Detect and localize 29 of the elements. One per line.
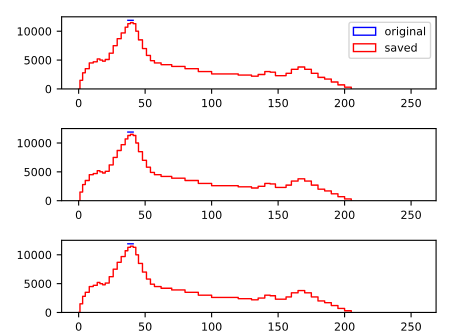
x-tick-label: 50 bbox=[138, 98, 152, 108]
x-tick-label: 200 bbox=[334, 210, 354, 220]
x-tick-label: 200 bbox=[334, 98, 354, 108]
x-tick-label: 50 bbox=[138, 210, 152, 220]
legend-label: saved bbox=[385, 43, 417, 52]
y-tick-label: 10000 bbox=[18, 138, 52, 148]
y-tick-label: 0 bbox=[46, 308, 52, 317]
legend-label: original bbox=[385, 26, 426, 38]
x-tick-label: 150 bbox=[268, 98, 288, 108]
x-tick-label: 250 bbox=[401, 322, 421, 331]
x-tick-label: 0 bbox=[76, 98, 82, 108]
x-tick-label: 50 bbox=[138, 322, 152, 331]
x-tick-label: 100 bbox=[202, 322, 222, 331]
x-tick-label: 150 bbox=[268, 322, 288, 331]
x-tick-label: 250 bbox=[401, 210, 421, 220]
y-tick-label: 10000 bbox=[18, 250, 52, 260]
x-tick-label: 0 bbox=[76, 210, 82, 220]
x-tick-label: 0 bbox=[76, 322, 82, 331]
x-tick-label: 200 bbox=[334, 322, 354, 331]
y-tick-label: 0 bbox=[46, 84, 52, 94]
y-tick-label: 10000 bbox=[18, 27, 52, 36]
x-tick-label: 100 bbox=[202, 98, 222, 108]
x-tick-label: 150 bbox=[268, 210, 288, 220]
y-tick-label: 5000 bbox=[24, 168, 52, 176]
y-tick-label: 5000 bbox=[24, 280, 52, 288]
x-tick-label: 100 bbox=[202, 210, 222, 220]
x-tick-label: 250 bbox=[401, 98, 421, 108]
y-tick-label: 0 bbox=[46, 196, 52, 206]
y-tick-label: 5000 bbox=[24, 56, 52, 64]
